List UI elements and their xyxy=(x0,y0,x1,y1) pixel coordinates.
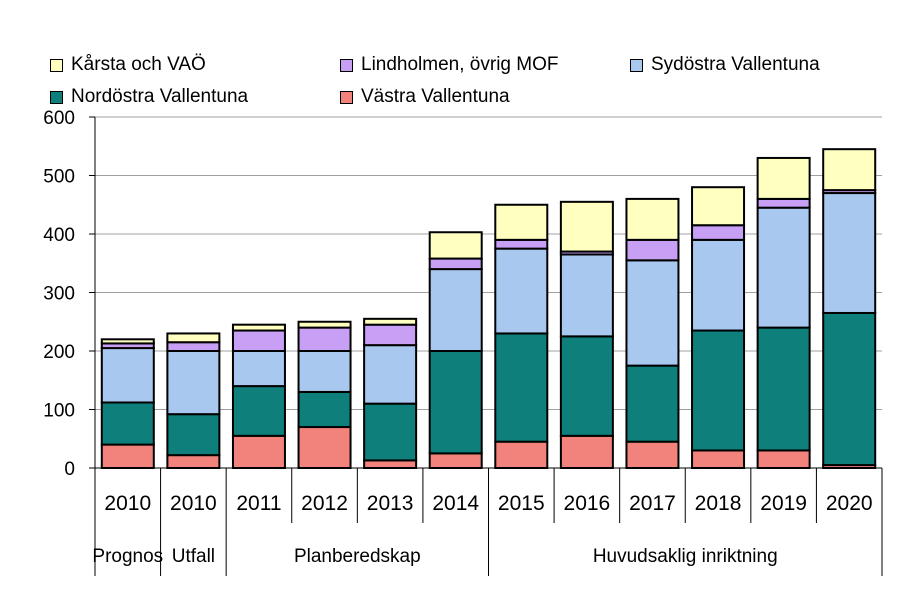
bar-2010-1-series-1 xyxy=(166,413,221,457)
bar-2011-2-series-1 xyxy=(231,385,286,437)
bar-2012-3-series-3 xyxy=(297,326,352,353)
bar-2015-6-series-2 xyxy=(494,247,549,335)
bar-2015-6-series-4 xyxy=(494,203,549,241)
x-tick-label-9: 2018 xyxy=(695,492,742,515)
legend-label-sydostra: Sydöstra Vallentuna xyxy=(651,54,820,75)
bar-2019-10-series-4 xyxy=(756,156,811,200)
y-tick-label-200: 200 xyxy=(43,342,75,363)
bar-2018-9-series-0 xyxy=(691,449,746,470)
legend-swatch-lindholmen xyxy=(340,58,353,72)
legend-swatch-vastra xyxy=(340,90,353,104)
y-tick-label-400: 400 xyxy=(43,225,75,246)
bar-2014-5-series-1 xyxy=(428,350,483,455)
bar-2012-3-series-4 xyxy=(297,320,352,329)
bar-2014-5-series-3 xyxy=(428,257,483,271)
bar-2012-3-series-0 xyxy=(297,426,352,469)
bar-2017-8-series-0 xyxy=(625,440,680,469)
y-tick-label-500: 500 xyxy=(43,167,75,188)
y-tick-label-100: 100 xyxy=(43,401,75,422)
bar-2016-7-series-4 xyxy=(559,200,614,253)
bar-2015-6-series-1 xyxy=(494,332,549,443)
chart-legend: Kårsta och VAÖ Lindholmen, övrig MOF Syd… xyxy=(0,0,912,112)
bar-2018-9-series-4 xyxy=(691,186,746,227)
x-tick-label-5: 2014 xyxy=(432,492,479,515)
x-group-label-1: Utfall xyxy=(172,546,215,567)
x-tick-label-2: 2011 xyxy=(236,492,281,515)
bar-2011-2-series-0 xyxy=(231,434,286,470)
bar-2020-11-series-4 xyxy=(822,148,877,192)
bar-2019-10-series-1 xyxy=(756,326,811,452)
bar-2010-0-series-1 xyxy=(100,401,155,446)
x-group-label-0: Prognos xyxy=(92,546,163,567)
bar-2020-11-series-1 xyxy=(822,311,877,467)
bar-2018-9-series-3 xyxy=(691,224,746,241)
x-tick-label-10: 2019 xyxy=(760,492,807,515)
x-tick-label-6: 2015 xyxy=(498,492,545,515)
bar-2016-7-series-0 xyxy=(559,434,614,470)
bar-2010-1-series-2 xyxy=(166,350,221,416)
bar-2015-6-series-0 xyxy=(494,440,549,469)
legend-label-karsta: Kårsta och VAÖ xyxy=(71,54,206,75)
bar-2019-10-series-3 xyxy=(756,197,811,209)
bar-2013-4-series-1 xyxy=(363,402,418,462)
bar-2013-4-series-2 xyxy=(363,344,418,405)
legend-label-vastra: Västra Vallentuna xyxy=(361,86,510,107)
legend-swatch-karsta xyxy=(50,58,63,72)
bar-2016-7-series-2 xyxy=(559,253,614,338)
bar-2011-2-series-3 xyxy=(231,329,286,352)
bar-2010-1-series-3 xyxy=(166,341,221,353)
bar-2013-4-series-3 xyxy=(363,323,418,347)
bar-2011-2-series-4 xyxy=(231,323,286,332)
x-tick-label-11: 2020 xyxy=(826,492,873,515)
x-group-label-2: Planberedskap xyxy=(294,546,421,567)
legend-item-karsta: Kårsta och VAÖ xyxy=(50,54,206,76)
bar-2017-8-series-1 xyxy=(625,364,680,443)
bar-2016-7-series-1 xyxy=(559,335,614,437)
bar-2020-11-series-2 xyxy=(822,192,877,314)
legend-label-lindholmen: Lindholmen, övrig MOF xyxy=(361,54,559,75)
legend-swatch-nordostra xyxy=(50,90,63,104)
bar-2014-5-series-2 xyxy=(428,268,483,353)
bar-2017-8-series-4 xyxy=(625,197,680,241)
bar-2012-3-series-1 xyxy=(297,390,352,429)
legend-item-nordostra: Nordöstra Vallentuna xyxy=(50,86,248,108)
bar-2015-6-series-3 xyxy=(494,238,549,250)
x-tick-label-0: 2010 xyxy=(104,492,151,515)
y-tick-label-600: 600 xyxy=(43,108,75,129)
x-tick-label-4: 2013 xyxy=(367,492,414,515)
bar-2010-0-series-0 xyxy=(100,443,155,470)
bar-2010-1-series-0 xyxy=(166,454,221,470)
x-tick-label-7: 2016 xyxy=(564,492,611,515)
legend-item-sydostra: Sydöstra Vallentuna xyxy=(630,54,820,76)
bar-2013-4-series-0 xyxy=(363,459,418,469)
bar-2012-3-series-2 xyxy=(297,350,352,393)
bar-2017-8-series-2 xyxy=(625,259,680,367)
bar-2010-1-series-4 xyxy=(166,332,221,344)
bar-2018-9-series-2 xyxy=(691,238,746,332)
x-tick-label-8: 2017 xyxy=(629,492,676,515)
x-tick-label-1: 2010 xyxy=(170,492,217,515)
bar-2010-0-series-2 xyxy=(100,347,155,404)
bar-2019-10-series-0 xyxy=(756,449,811,470)
legend-item-vastra: Västra Vallentuna xyxy=(340,86,510,108)
bar-2011-2-series-2 xyxy=(231,350,286,388)
bar-2010-0-series-4 xyxy=(100,338,155,345)
bar-2018-9-series-1 xyxy=(691,329,746,452)
y-tick-label-0: 0 xyxy=(64,459,75,480)
x-tick-label-3: 2012 xyxy=(301,492,348,515)
bar-2017-8-series-3 xyxy=(625,238,680,262)
y-tick-label-300: 300 xyxy=(43,284,75,305)
x-group-label-3: Huvudsaklig inriktning xyxy=(593,546,778,567)
bar-2013-4-series-4 xyxy=(363,317,418,326)
bar-2014-5-series-4 xyxy=(428,231,483,260)
bar-2019-10-series-2 xyxy=(756,206,811,329)
legend-label-nordostra: Nordöstra Vallentuna xyxy=(71,86,249,107)
legend-item-lindholmen: Lindholmen, övrig MOF xyxy=(340,54,558,76)
bar-2014-5-series-0 xyxy=(428,452,483,469)
legend-swatch-sydostra xyxy=(630,58,643,72)
